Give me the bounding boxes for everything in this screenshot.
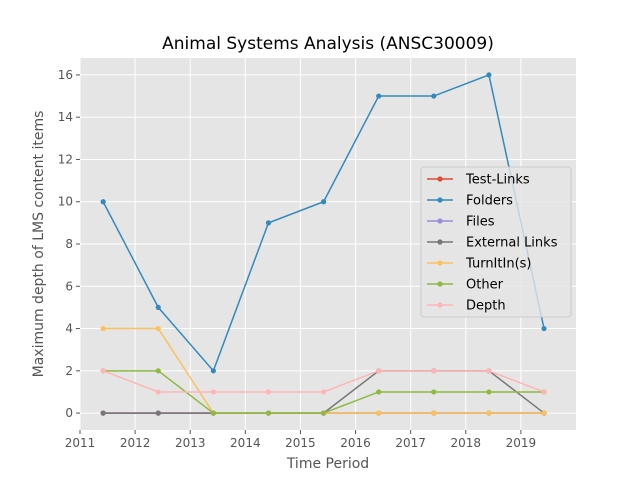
y-tick-label: 16 [58,68,73,82]
legend-label: Other [466,278,504,293]
data-point [265,389,272,395]
legend-label: Depth [466,299,506,314]
legend-label: TurnItIn(s) [465,257,531,272]
x-tick-label: 2012 [120,436,151,450]
y-tick-label: 12 [58,152,73,166]
data-point [100,199,106,205]
legend-item: TurnItIn(s) [427,257,531,272]
legend-marker [437,176,443,182]
data-point [486,410,492,416]
data-point [320,389,327,395]
legend-label: Files [466,215,495,230]
y-axis: 0 2 4 6 8 10 12 14 16 [58,68,80,420]
data-point [486,72,492,78]
data-point [541,410,547,416]
data-point [155,368,161,374]
legend-marker [437,281,443,287]
legend-marker [437,197,443,203]
data-point [155,389,161,395]
legend-item: Test-Links [427,173,530,188]
y-tick-label: 14 [58,110,73,124]
legend-marker [437,302,443,308]
data-point [155,325,161,332]
x-tick-label: 2015 [285,436,316,450]
legend-label: Test-Links [465,173,530,188]
legend-item: Depth [427,299,506,314]
data-point [486,368,492,374]
y-tick-label: 4 [65,322,73,336]
x-axis: 2011 2012 2013 2014 2015 2016 2017 2018 2019 [65,430,536,450]
data-point [376,410,382,416]
data-point [210,368,216,374]
legend-marker [437,239,443,245]
y-tick-label: 0 [65,406,73,420]
x-tick-label: 2014 [230,436,261,450]
legend-item: Other [427,278,504,293]
data-point [265,220,272,226]
data-point [100,410,106,416]
x-tick-label: 2018 [451,436,482,450]
data-point [541,325,547,332]
data-point [431,93,437,99]
x-tick-label: 2019 [506,436,537,450]
data-point [100,368,106,374]
series-depth [100,368,547,395]
legend-item: Folders [427,194,513,209]
x-tick-label: 2013 [175,436,206,450]
legend-item: Files [427,215,495,230]
legend-marker [437,260,443,266]
y-tick-label: 10 [58,195,73,209]
data-point [431,368,437,374]
data-point [376,368,382,374]
legend-box [420,166,572,318]
legend-marker [437,218,443,224]
data-point [155,304,161,311]
data-point [486,389,492,395]
x-tick-label: 2016 [340,436,371,450]
x-tick-label: 2017 [395,436,426,450]
data-point [320,199,327,205]
data-point [431,410,437,416]
y-tick-label: 8 [65,237,73,251]
data-point [265,410,272,416]
data-point [320,410,327,416]
chart-title: Animal Systems Analysis (ANSC30009) [162,34,494,54]
data-point [376,93,382,99]
series-folders [100,72,547,374]
data-point [210,410,216,416]
x-tick-label: 2011 [65,436,96,450]
data-point [100,325,106,332]
data-point [376,389,382,395]
data-point [431,389,437,395]
legend-label: External Links [466,236,558,251]
data-point [541,389,547,395]
data-point [210,389,216,395]
legend-label: Folders [466,194,513,209]
legend-item: External Links [427,236,558,251]
y-tick-label: 6 [65,279,73,293]
legend: Test-Links Folders Files External Links Turn… [420,166,572,318]
series-lines [100,72,547,416]
y-axis-label: Maximum depth of LMS content items [31,111,47,378]
data-point [155,410,161,416]
y-tick-label: 2 [65,364,73,378]
x-axis-label: Time Period [286,456,369,472]
